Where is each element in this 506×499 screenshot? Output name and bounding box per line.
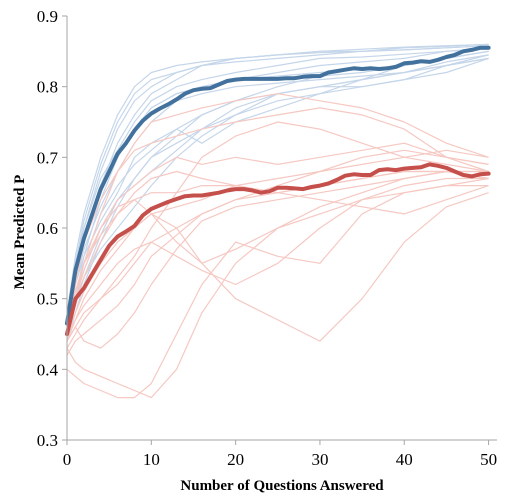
red-individual-line-15 (66, 170, 489, 328)
x-tick-label: 10 (143, 450, 160, 469)
blue-individual-line-5 (66, 57, 489, 328)
y-tick-label: 0.5 (37, 290, 58, 309)
y-tick-label: 0.8 (37, 78, 58, 97)
y-tick-label: 0.4 (37, 360, 59, 379)
individual-lines (66, 43, 489, 399)
blue-individual-line-3 (66, 45, 489, 313)
x-tick-label: 20 (227, 450, 244, 469)
y-tick-label: 0.3 (37, 431, 58, 450)
y-tick-label: 0.6 (37, 219, 58, 238)
x-tick-label: 40 (396, 450, 413, 469)
red-individual-line-10 (66, 170, 489, 328)
red-individual-line-11 (66, 121, 489, 349)
x-tick-label: 50 (480, 450, 497, 469)
red-individual-line-2 (66, 107, 489, 328)
y-tick-label: 0.9 (37, 7, 58, 26)
blue-individual-line-7 (66, 54, 489, 335)
blue-individual-line-10 (66, 43, 489, 320)
x-tick-label: 30 (311, 450, 328, 469)
y-axis-title: Mean Predicted P (12, 175, 28, 290)
axes (62, 15, 497, 445)
red-individual-line-3 (66, 149, 489, 342)
red-individual-line-8 (66, 149, 489, 335)
y-tick-label: 0.7 (37, 148, 59, 167)
x-axis-title: Number of Questions Answered (180, 478, 384, 494)
blue-individual-line-8 (66, 48, 489, 313)
red-individual-line-13 (66, 177, 489, 335)
red-individual-line-14 (66, 170, 489, 349)
mean-lines (65, 45, 491, 336)
red-individual-line-1 (66, 93, 489, 335)
tick-labels: 0.3 0.4 0.5 0.6 0.7 0.8 0.9 0 10 20 30 40 50 (37, 7, 497, 469)
red-individual-line-6 (66, 177, 489, 399)
blue-individual-line-14 (66, 45, 489, 313)
blue-mean-line (65, 45, 491, 326)
red-individual-line-12 (66, 170, 489, 321)
red-mean-line (65, 162, 491, 336)
x-tick-label: 0 (63, 450, 72, 469)
blue-individual-line-13 (66, 57, 489, 328)
blue-individual-line-11 (66, 54, 489, 335)
red-individual-line-5 (66, 185, 489, 399)
red-individual-line-9 (66, 192, 489, 342)
